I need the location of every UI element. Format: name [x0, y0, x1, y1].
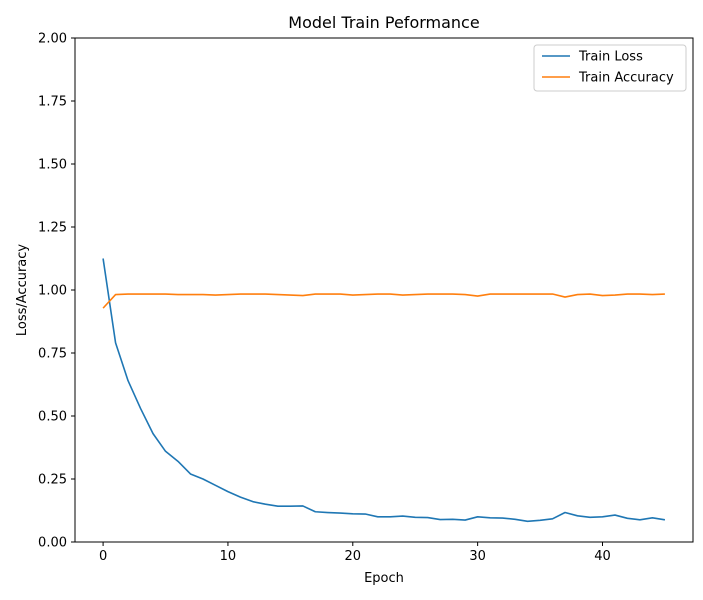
y-tick-label: 1.50 — [38, 158, 67, 173]
y-tick-label: 0.00 — [38, 536, 67, 551]
x-axis-label: Epoch — [364, 571, 404, 586]
y-tick-label: 0.50 — [38, 410, 67, 425]
x-tick-label: 40 — [594, 549, 611, 564]
legend-box — [533, 44, 687, 92]
y-tick-label: 0.25 — [38, 473, 67, 488]
legend-label: Train Loss — [578, 50, 643, 65]
x-axis: 0 10 20 30 40 — [99, 542, 611, 564]
x-tick-label: 20 — [345, 549, 362, 564]
y-tick-label: 2.00 — [38, 32, 67, 47]
plot-frame — [74, 37, 694, 543]
y-axis: 0.00 0.25 0.50 0.75 1.00 1.25 1.50 1.75 2.00 — [38, 32, 75, 551]
series-layer — [102, 258, 666, 523]
chart-title: Model Train Peformance — [288, 13, 479, 32]
y-tick-label: 1.75 — [38, 95, 67, 110]
x-tick-label: 0 — [99, 549, 107, 564]
legend-label: Train Accuracy — [578, 71, 674, 86]
series-line-train-loss — [102, 258, 666, 523]
legend: Train Loss Train Accuracy — [533, 44, 687, 92]
series-line-train-accuracy — [102, 293, 665, 309]
x-tick-label: 10 — [220, 549, 237, 564]
y-tick-label: 1.25 — [38, 221, 67, 236]
y-axis-label: Loss/Accuracy — [15, 244, 30, 337]
x-tick-label: 30 — [469, 549, 486, 564]
y-tick-label: 1.00 — [38, 284, 67, 299]
y-tick-label: 0.75 — [38, 347, 67, 362]
